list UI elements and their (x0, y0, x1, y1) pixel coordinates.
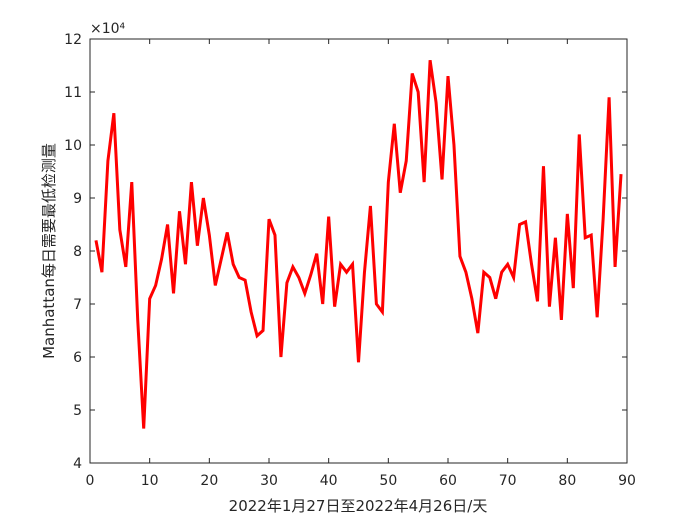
y-exponent-label: ×10⁴ (90, 21, 126, 37)
y-tick-label: 8 (73, 244, 82, 260)
x-axis-ticks: 0 10 20 30 40 50 60 70 80 90 (86, 39, 636, 489)
y-tick-label: 9 (73, 191, 82, 207)
x-tick-label: 50 (379, 473, 397, 489)
x-tick-label: 0 (86, 473, 95, 489)
x-tick-label: 20 (200, 473, 218, 489)
y-tick-label: 4 (73, 456, 82, 472)
y-tick-label: 10 (64, 138, 82, 154)
y-tick-label: 5 (73, 403, 82, 419)
y-tick-label: 7 (73, 297, 82, 313)
y-axis-ticks: 4 5 6 7 8 9 10 11 12 (64, 32, 627, 472)
x-tick-label: 70 (499, 473, 517, 489)
x-tick-label: 30 (260, 473, 278, 489)
x-tick-label: 90 (618, 473, 636, 489)
y-tick-label: 12 (64, 32, 82, 48)
y-tick-label: 11 (64, 85, 82, 101)
x-tick-label: 60 (439, 473, 457, 489)
series-line (94, 59, 623, 429)
series-group (94, 59, 623, 429)
x-tick-label: 10 (141, 473, 159, 489)
x-tick-label: 80 (558, 473, 576, 489)
x-tick-label: 40 (320, 473, 338, 489)
plot-area (89, 38, 628, 464)
x-axis-label: 2022年1月27日至2022年4月26日/天 (229, 497, 488, 515)
y-axis-label: Manhattan每日需要最低检测量 (40, 143, 58, 359)
y-tick-label: 6 (73, 350, 82, 366)
